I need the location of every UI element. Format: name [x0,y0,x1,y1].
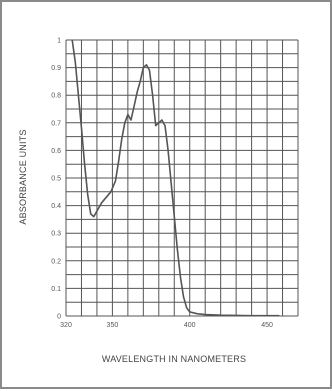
x-tick-labels: 320 350 400 450 [60,322,273,329]
y-tick-label: 1 [57,38,61,45]
series-layer [71,39,280,317]
y-tick-label: 0.1 [51,286,61,293]
y-tick-label: 0.5 [51,176,61,183]
y-tick-label: 0.8 [51,93,61,100]
x-tick-label: 350 [107,322,119,329]
x-tick-label: 450 [261,322,273,329]
absorbance-curve [71,39,280,317]
x-tick-label: 320 [60,322,72,329]
y-tick-label: 0.9 [51,65,61,72]
y-tick-label: 0.6 [51,148,61,155]
y-tick-labels: 0 0.1 0.2 0.3 0.4 0.5 0.6 0.7 0.8 0.9 1 [51,38,61,321]
x-tick-label: 400 [184,322,196,329]
y-tick-label: 0.4 [51,203,61,210]
y-tick-label: 0 [57,314,61,321]
y-tick-label: 0.3 [51,231,61,238]
y-axis-label: ABSORBANCE UNITS [18,129,28,224]
x-axis-label: WAVELENGTH IN NANOMETERS [102,354,246,364]
y-tick-label: 0.7 [51,120,61,127]
y-tick-label: 0.2 [51,258,61,265]
grid [65,39,299,317]
